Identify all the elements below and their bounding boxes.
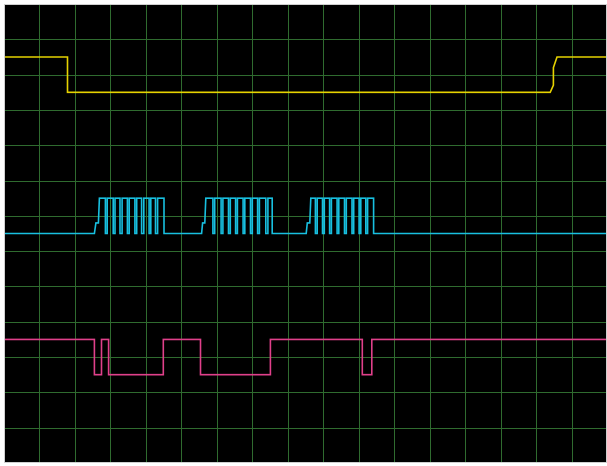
trace-2 xyxy=(4,197,607,235)
traces xyxy=(4,56,607,376)
trace-3 xyxy=(4,338,607,376)
trace-1 xyxy=(4,56,607,94)
